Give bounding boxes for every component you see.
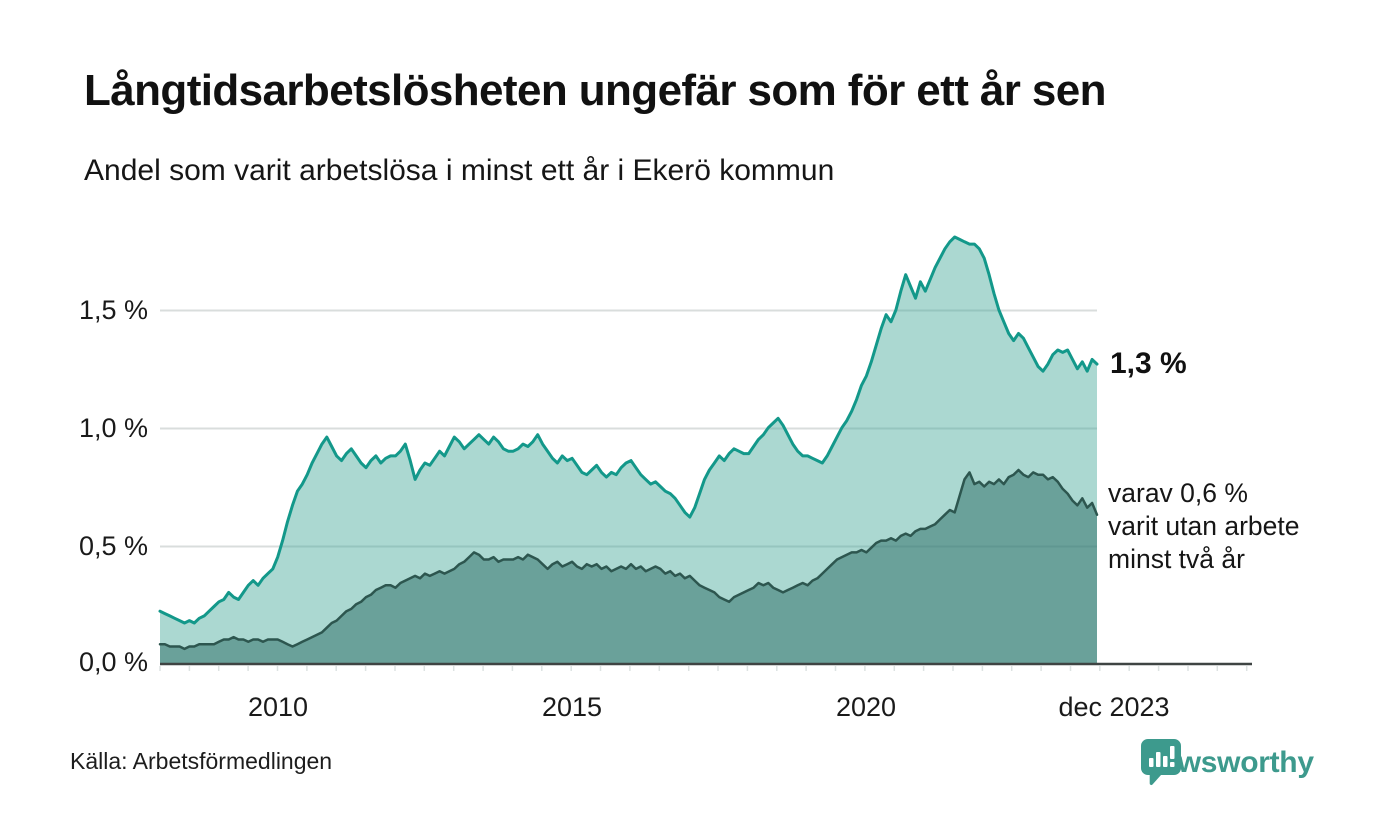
source-note: Källa: Arbetsförmedlingen (70, 748, 333, 774)
series-area-unemployed-2yr (160, 470, 1097, 663)
secondary-value-line-1: varav 0,6 % (1108, 478, 1248, 508)
y-tick-label-0-5: 0,5 % (78, 531, 148, 561)
newsworthy-logo-icon (1141, 739, 1181, 786)
y-tick-label-1-0: 1,0 % (78, 413, 148, 443)
page-subtitle: Andel som varit arbetslösa i minst ett å… (84, 154, 835, 187)
y-tick-label-0-0: 0,0 % (78, 647, 148, 677)
x-axis-ticks (159, 666, 1248, 671)
page-title: Långtidsarbetslösheten ungefär som för e… (84, 66, 1107, 115)
series-line-unemployed-2yr (158, 468, 1099, 651)
x-tick-label-dec-2023: dec 2023 (1058, 692, 1170, 722)
y-tick-label-1-5: 1,5 % (78, 295, 148, 325)
latest-value-label: 1,3 % (1110, 347, 1187, 380)
x-tick-label-2010: 2010 (247, 692, 309, 722)
series-line-unemployed-1yr (158, 235, 1099, 625)
newsworthy-brand: Newsworthy (1140, 738, 1314, 788)
secondary-value-line-2: varit utan arbete (1108, 511, 1300, 541)
x-tick-label-2015: 2015 (541, 692, 603, 722)
secondary-value-line-3: minst två år (1108, 544, 1245, 574)
x-tick-label-2020: 2020 (835, 692, 897, 722)
secondary-value-label: varav 0,6 % varit utan arbete minst två … (1108, 477, 1300, 576)
